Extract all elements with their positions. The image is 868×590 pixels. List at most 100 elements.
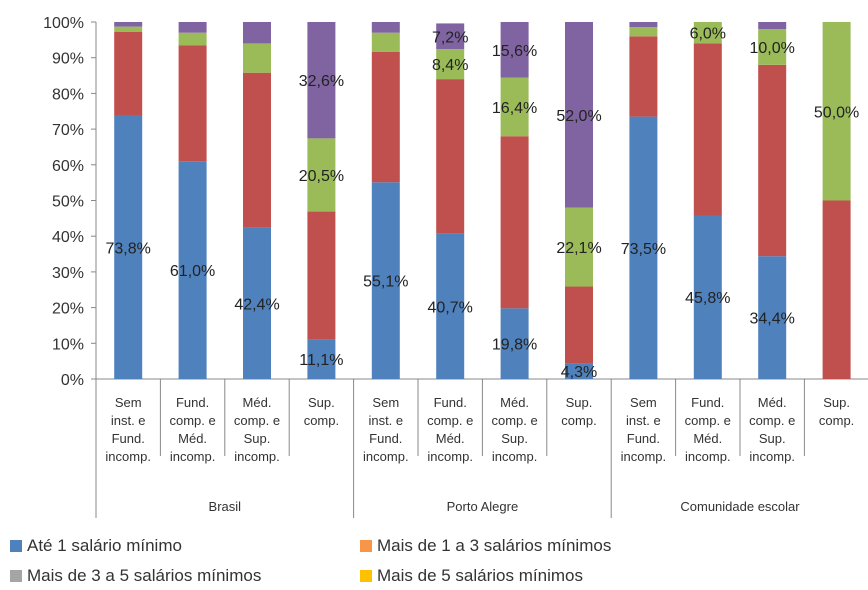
bar-segment xyxy=(371,182,400,379)
data-label: 11,1% xyxy=(299,352,343,369)
category-label: Fund. xyxy=(434,395,467,410)
group-label: Porto Alegre xyxy=(447,499,519,514)
bar-segment xyxy=(758,22,787,30)
legend-item: Mais de 3 a 5 salários mínimos xyxy=(10,566,261,586)
category-label: Méd. xyxy=(758,395,787,410)
category-label: Sup. xyxy=(566,395,593,410)
category-label: Sem xyxy=(115,395,142,410)
bar-segment xyxy=(436,79,465,234)
y-tick-label: 80% xyxy=(52,86,84,103)
data-label: 32,6% xyxy=(299,73,344,90)
category-label: incomp. xyxy=(170,449,216,464)
data-label: 55,1% xyxy=(363,274,408,291)
bar-segment xyxy=(436,23,465,50)
data-label: 15,6% xyxy=(492,43,537,60)
bar-segment xyxy=(822,200,851,379)
category-label: Sup. xyxy=(308,395,335,410)
category-label: comp. e xyxy=(491,413,537,428)
bar-segment xyxy=(114,22,143,27)
legend-label: Até 1 salário mínimo xyxy=(27,536,182,555)
category-label: incomp. xyxy=(749,449,795,464)
y-tick-label: 10% xyxy=(52,336,84,353)
category-label: Sup. xyxy=(759,431,786,446)
data-label: 4,3% xyxy=(561,364,597,381)
bar-segment xyxy=(307,22,336,139)
bar-segment xyxy=(758,64,787,257)
category-label: comp. e xyxy=(427,413,473,428)
group-label: Comunidade escolar xyxy=(680,499,800,514)
category-label: comp. xyxy=(561,413,596,428)
bar-segment xyxy=(629,26,658,37)
category-label: Sem xyxy=(630,395,657,410)
category-label: incomp. xyxy=(427,449,473,464)
category-label: Sem xyxy=(372,395,399,410)
bar-segment xyxy=(822,22,851,201)
legend-label: Mais de 3 a 5 salários mínimos xyxy=(27,566,262,585)
bar-segment xyxy=(629,36,658,117)
y-tick-label: 100% xyxy=(43,15,84,32)
category-label: Méd. xyxy=(693,431,722,446)
bar-segment xyxy=(693,43,722,216)
category-label: inst. e xyxy=(626,413,661,428)
data-label: 16,4% xyxy=(492,100,537,117)
bar-segment xyxy=(178,32,207,46)
category-label: Fund. xyxy=(369,431,402,446)
category-label: Fund. xyxy=(176,395,209,410)
bar-segment xyxy=(307,211,336,340)
data-label: 7,2% xyxy=(432,29,468,46)
data-label: 73,5% xyxy=(621,241,666,258)
y-tick-label: 50% xyxy=(52,194,84,211)
data-label: 22,1% xyxy=(556,240,601,257)
bar-segment xyxy=(565,363,593,379)
category-label: Méd. xyxy=(243,395,272,410)
group-label: Brasil xyxy=(209,499,242,514)
y-tick-label: 70% xyxy=(52,122,84,139)
legend-item: Mais de 1 a 3 salários mínimos xyxy=(360,536,611,556)
data-label: 6,0% xyxy=(690,26,726,43)
bar-segment xyxy=(243,22,271,44)
bar-segment xyxy=(500,22,529,78)
y-tick-label: 90% xyxy=(52,51,84,68)
category-label: Sup. xyxy=(501,431,528,446)
category-label: Fund. xyxy=(627,431,660,446)
category-label: comp. e xyxy=(685,413,731,428)
bar-segment xyxy=(693,22,722,44)
data-label: 19,8% xyxy=(492,337,537,354)
bar-segment xyxy=(371,22,400,33)
bar-segment xyxy=(500,136,529,309)
category-label: incomp. xyxy=(621,449,667,464)
category-label: Fund. xyxy=(691,395,724,410)
bar-segment xyxy=(178,22,207,33)
category-label: incomp. xyxy=(685,449,731,464)
category-label: comp. e xyxy=(169,413,215,428)
bar-segment xyxy=(371,32,400,52)
bar-segment xyxy=(629,116,658,379)
bar-segment xyxy=(500,308,529,379)
legend-swatch xyxy=(10,570,22,582)
bar-segment xyxy=(114,115,143,379)
bar-segment xyxy=(307,339,336,379)
bar-segment xyxy=(500,77,529,137)
y-tick-label: 0% xyxy=(61,372,84,389)
legend-item: Mais de 5 salários mínimos xyxy=(360,566,583,586)
category-label: Sup. xyxy=(244,431,271,446)
category-label: comp. e xyxy=(234,413,280,428)
legend-swatch xyxy=(10,540,22,552)
bar-segment xyxy=(565,207,593,287)
category-label: inst. e xyxy=(368,413,403,428)
data-label: 8,4% xyxy=(432,57,468,74)
bar-segment xyxy=(436,49,465,80)
legend-item: Até 1 salário mínimo xyxy=(10,536,182,556)
bar-segment xyxy=(114,26,143,32)
legend-swatch xyxy=(360,540,372,552)
bar-segment xyxy=(114,31,143,116)
data-label: 10,0% xyxy=(750,40,795,57)
category-label: Sup. xyxy=(823,395,850,410)
data-label: 50,0% xyxy=(814,104,859,121)
bar-segment xyxy=(243,72,271,228)
bar-segment xyxy=(178,161,207,379)
category-label: incomp. xyxy=(105,449,151,464)
data-label: 52,0% xyxy=(556,108,601,125)
category-label: Méd. xyxy=(500,395,529,410)
bar-segment xyxy=(371,51,400,183)
